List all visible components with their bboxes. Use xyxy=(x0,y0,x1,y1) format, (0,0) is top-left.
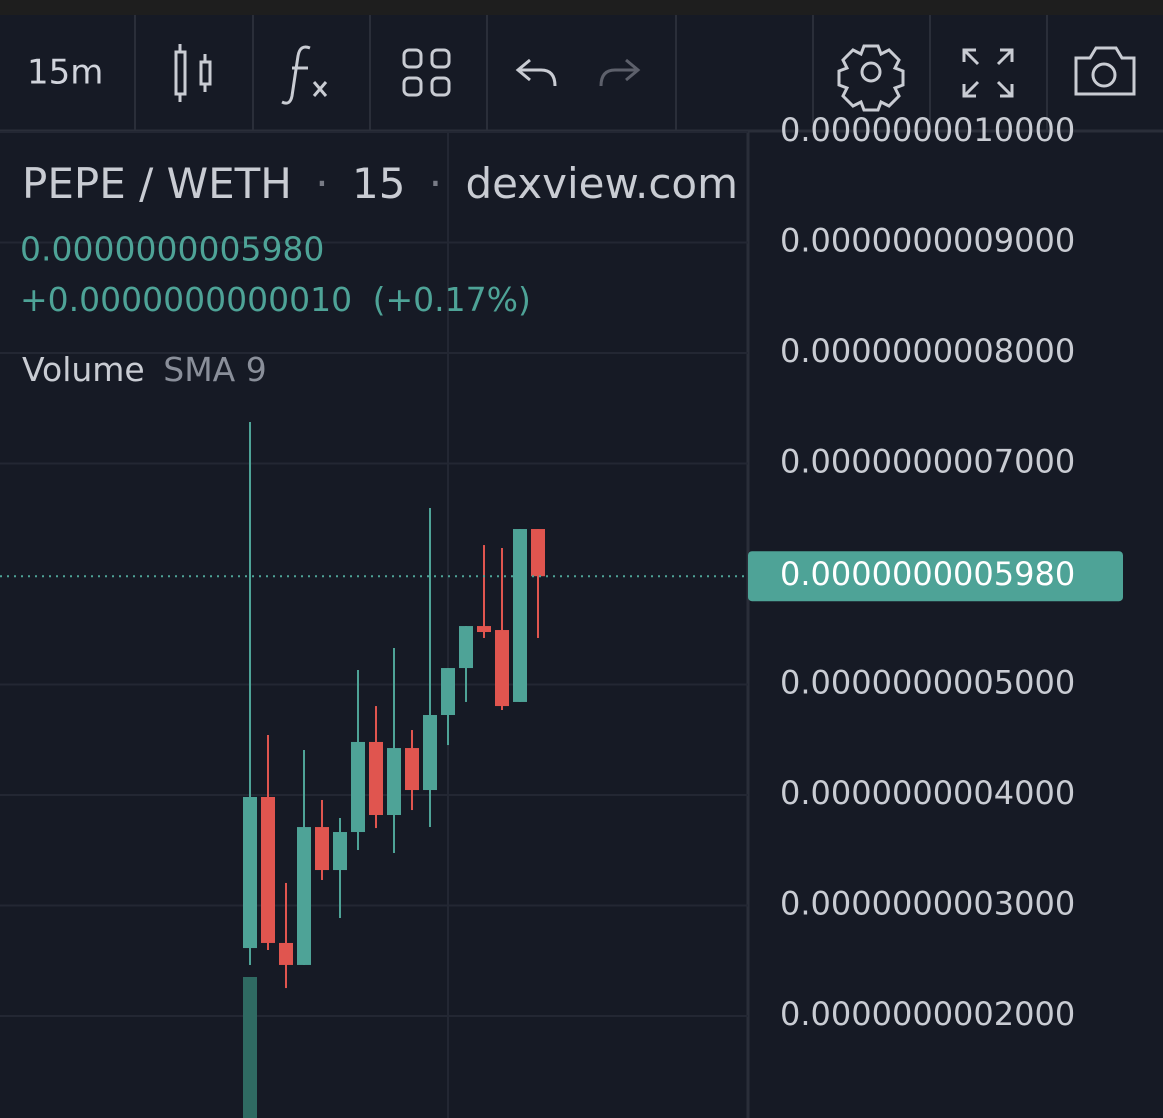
y-tick-label: 0.0000000009000 xyxy=(780,222,1075,260)
y-tick-label: 0.0000000007000 xyxy=(780,443,1075,481)
source: dexview.com xyxy=(466,159,739,208)
candle-body xyxy=(261,796,275,943)
change: +0.0000000000010 xyxy=(20,280,352,319)
top-strip xyxy=(0,0,1163,15)
y-tick-label: 0.0000000008000 xyxy=(780,332,1075,370)
redo-icon xyxy=(599,58,641,87)
candle-body xyxy=(315,827,329,871)
indicator-settings: SMA 9 xyxy=(163,350,266,389)
candle-body xyxy=(369,741,383,816)
candle-body xyxy=(441,668,455,716)
screenshot-icon[interactable] xyxy=(1074,46,1136,96)
interval: 15 xyxy=(352,159,405,208)
candle-body xyxy=(495,630,509,707)
y-tick-label: 0.0000000004000 xyxy=(780,774,1075,812)
fullscreen-icon[interactable] xyxy=(962,48,1014,98)
candle-body xyxy=(477,626,491,633)
legend-change: +0.0000000000010 (+0.17%) xyxy=(20,280,531,319)
legend-price: 0.0000000005980 xyxy=(20,230,324,269)
last-price-label: 0.0000000005980 xyxy=(780,555,1075,593)
undo-icon[interactable] xyxy=(515,58,557,87)
candles-icon[interactable] xyxy=(174,44,212,102)
symbol: PEPE / WETH xyxy=(22,159,292,208)
y-tick-label: 0.0000000005000 xyxy=(780,664,1075,702)
candle-body xyxy=(405,748,419,791)
y-tick-label: 0.0000000002000 xyxy=(780,995,1075,1033)
y-tick-label: 0.0000000010000 xyxy=(780,111,1075,149)
y-tick-label: 0.0000000003000 xyxy=(780,885,1075,923)
toolbar-separators xyxy=(134,15,1048,130)
volume-bar xyxy=(243,977,257,1118)
change-pct: (+0.17%) xyxy=(373,280,531,319)
candle-body xyxy=(459,626,473,669)
last-price-badge xyxy=(748,551,1123,602)
settings-icon[interactable] xyxy=(837,44,905,112)
indicator-legend: Volume SMA 9 xyxy=(22,350,267,389)
indicator-name: Volume xyxy=(22,350,145,389)
candle-body xyxy=(423,715,437,791)
candle-body xyxy=(351,741,365,833)
plot xyxy=(0,131,748,1018)
header-line: PEPE / WETH · 15 · dexview.com xyxy=(22,159,738,208)
interval-button[interactable]: 15m xyxy=(27,53,103,93)
candle-body xyxy=(297,827,311,965)
candle-body xyxy=(279,942,293,965)
candle-body xyxy=(243,796,257,949)
layout-icon[interactable] xyxy=(402,48,451,97)
candle-body xyxy=(333,832,347,871)
chart-header: PEPE / WETH · 15 · dexview.com 0.0000000… xyxy=(20,159,738,389)
candle-body xyxy=(513,529,527,702)
candle-body xyxy=(531,529,545,577)
separator: · xyxy=(315,159,328,208)
indicators-icon[interactable] xyxy=(281,45,328,105)
candle-body xyxy=(387,748,401,816)
separator: · xyxy=(429,159,442,208)
